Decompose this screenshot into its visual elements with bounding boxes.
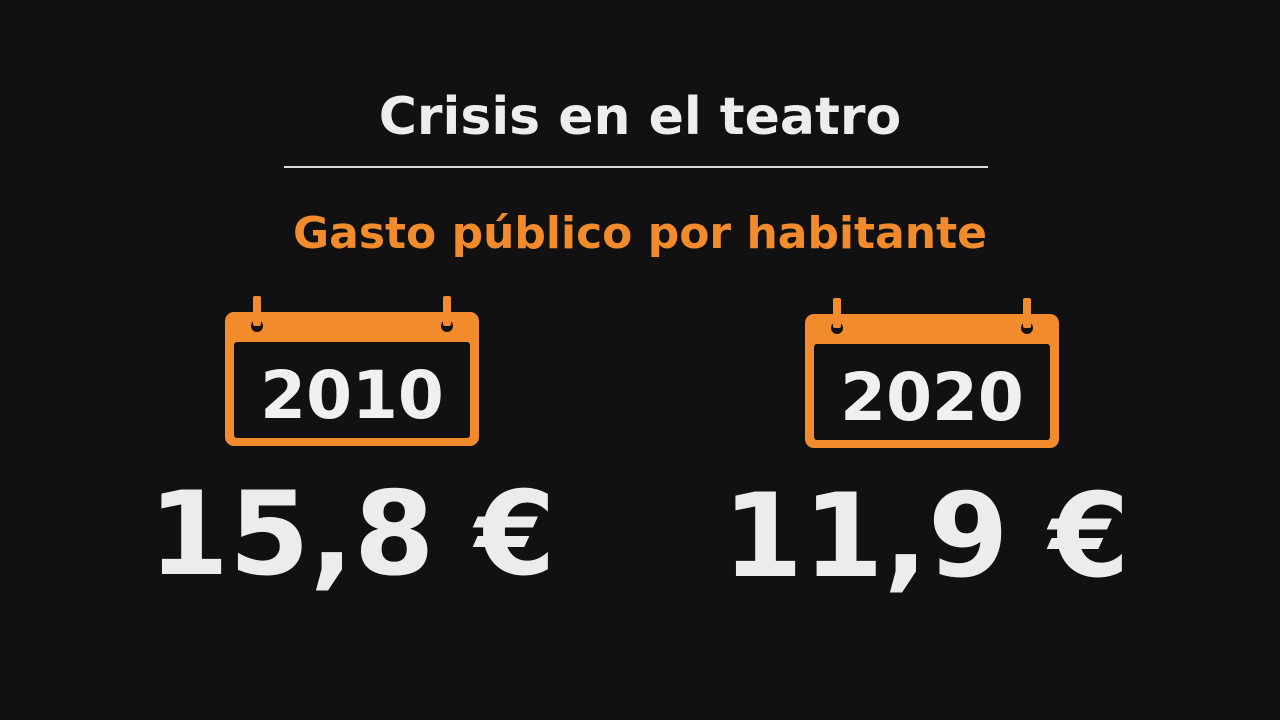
year-label: 2010 (260, 357, 444, 434)
title-divider (284, 166, 988, 168)
calendar-icon-2010: 2010 (220, 294, 484, 452)
subtitle: Gasto público por habitante (293, 208, 987, 259)
year-label: 2020 (840, 359, 1024, 436)
calendar-icon (225, 296, 479, 446)
amount-value: 15,8 € (148, 467, 556, 602)
calendar-icon-2020: 2020 (800, 296, 1064, 454)
page-title: Crisis en el teatro (378, 87, 902, 147)
amount-value: 11,9 € (722, 469, 1130, 604)
calendar-icon (805, 298, 1059, 448)
